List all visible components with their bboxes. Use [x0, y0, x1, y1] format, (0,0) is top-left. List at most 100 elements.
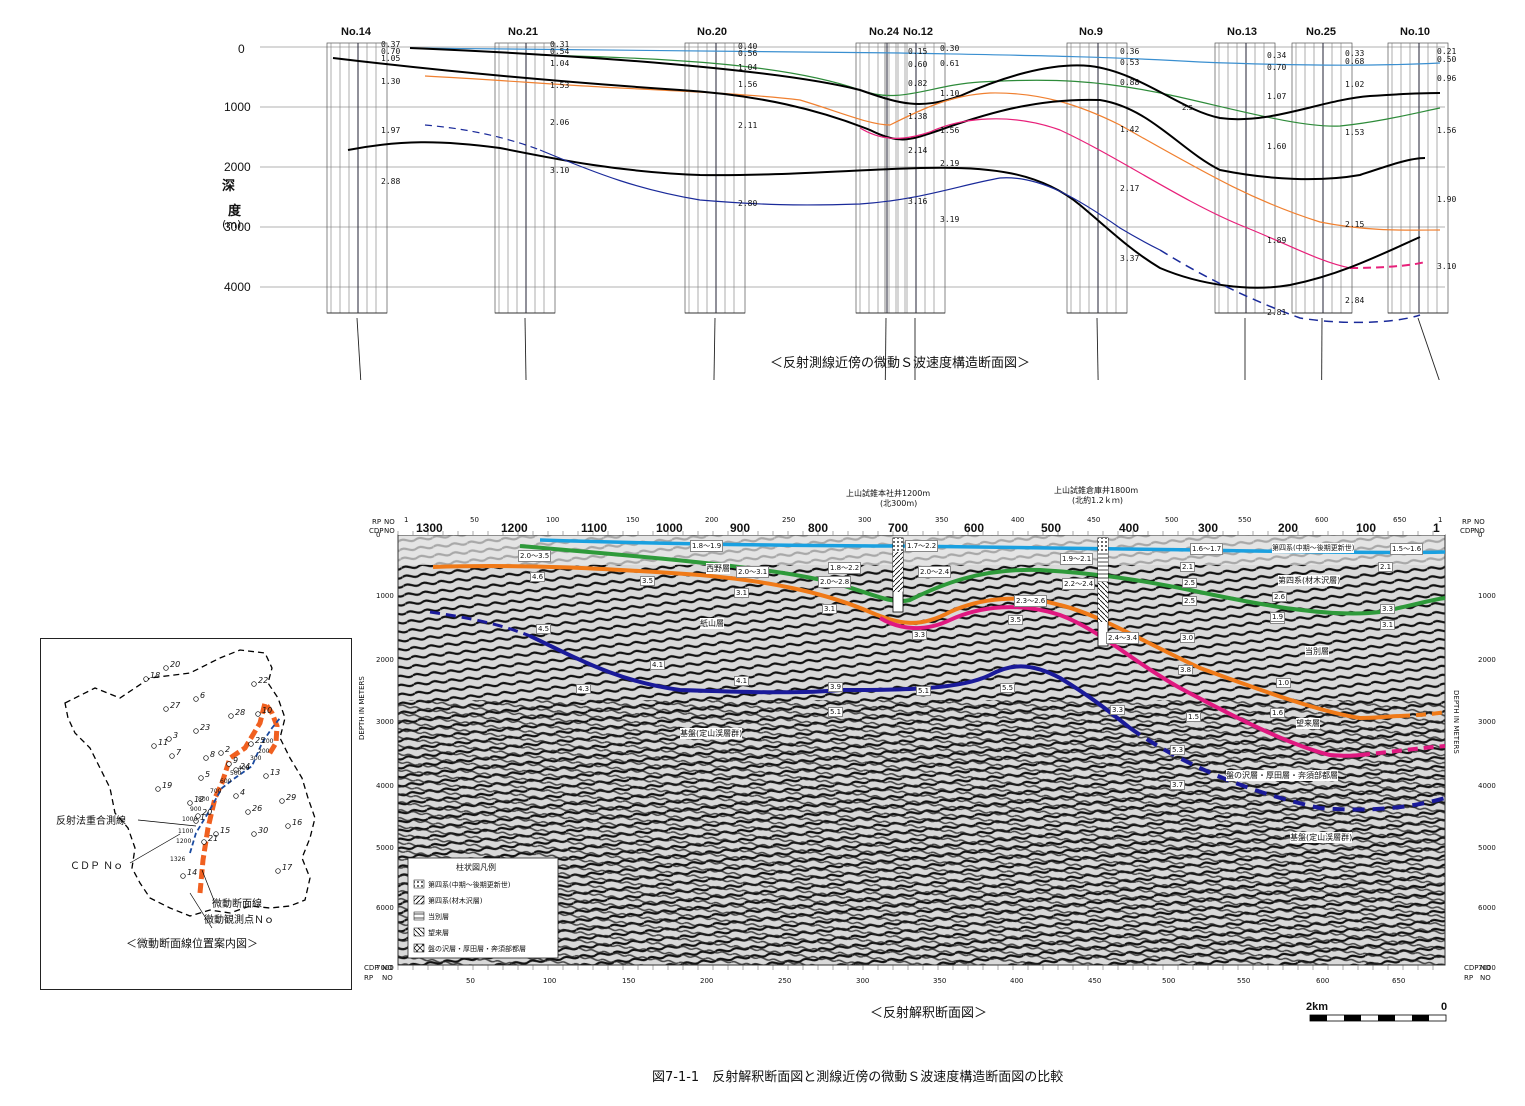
station-name: No.12: [903, 26, 933, 38]
depth-tick: 7000: [1478, 964, 1496, 972]
velocity-label: 2.1: [1378, 562, 1394, 572]
velocity-value: 1.04: [550, 59, 570, 68]
magenta-dash: [1349, 261, 1426, 269]
velocity-value: 0.30: [940, 44, 960, 53]
velocity-label: 1.5～1.6: [1390, 543, 1424, 555]
observation-point: [203, 755, 209, 761]
formation-label: 第四系(中期～後期更新世): [1272, 543, 1355, 553]
formation-label: 西野層: [706, 563, 730, 574]
observation-point: [187, 800, 193, 806]
velocity-label: 1.5: [1186, 712, 1202, 722]
cdp-label: NO: [1474, 527, 1485, 535]
observation-point: [198, 775, 204, 781]
depth-tick: 7000: [376, 964, 394, 972]
velocity-label: 5.1: [828, 707, 844, 717]
curve-label: 2.5: [1182, 104, 1194, 112]
cdp-label: CDP: [1460, 527, 1475, 535]
rp-number: 100: [546, 516, 560, 524]
velocity-label: 3.5: [1008, 615, 1024, 625]
legend-item-label: 第四系(材木沢層): [428, 897, 483, 905]
rp-label: NO: [1480, 974, 1491, 982]
rp-number: 200: [705, 516, 719, 524]
velocity-value: 3.37: [1120, 254, 1140, 263]
cdp-label: CDP: [1464, 964, 1479, 972]
rp-label: RP: [1462, 518, 1472, 526]
formation-label: 盤の沢層・厚田層・奔須部都層: [1226, 770, 1338, 781]
formation-label: 当別層: [1305, 646, 1329, 657]
point-number: 7: [176, 748, 182, 757]
blue-curve: [409, 47, 1441, 66]
velocity-value: 0.50: [1437, 55, 1457, 64]
rp-number: 500: [1165, 516, 1179, 524]
cdp-label: CDP: [364, 964, 379, 972]
velocity-value: 0.96: [1437, 74, 1457, 83]
legend-item-label: 当別層: [428, 913, 449, 921]
point-number: 27: [170, 701, 181, 710]
rp-label: NO: [384, 518, 395, 526]
cdp-number: 900: [730, 521, 751, 535]
point-number: 2: [225, 745, 231, 754]
velocity-label: 3.7: [1170, 780, 1186, 790]
well-note: (北約1.2ｋｍ): [1072, 496, 1123, 505]
cdp-mark: 700: [210, 788, 222, 795]
point-number: 17: [282, 863, 293, 872]
micro-section-line: [197, 697, 280, 894]
cdp-mark: 600: [220, 778, 232, 785]
velocity-label: 5.1: [916, 686, 932, 696]
velocity-value: 3.19: [940, 215, 960, 224]
point-number: 23: [200, 723, 211, 732]
rp-number: 450: [1087, 516, 1101, 524]
velocity-value: 2.19: [940, 159, 960, 168]
rp-number: 650: [1393, 516, 1407, 524]
cdp-mark: 200: [258, 748, 270, 755]
rp-number: 250: [778, 977, 792, 985]
rp-number: 500: [1162, 977, 1176, 985]
velocity-value: 1.56: [1437, 126, 1457, 135]
cdp-number: 700: [888, 521, 909, 535]
legend-item-label: 盤の沢層・厚田層・奔須部都層: [428, 945, 526, 953]
velocity-value: 0.36: [1120, 47, 1140, 56]
velocity-value: 2.80: [738, 199, 758, 208]
figure-caption: 図7-1-1 反射解釈断面図と測線近傍の微動Ｓ波速度構造断面図の比較: [652, 1070, 1064, 1085]
observation-point: [228, 713, 234, 719]
point-number: 6: [200, 691, 206, 700]
observation-point: [251, 681, 257, 687]
observation-point: [169, 753, 175, 759]
velocity-label: 2.0～3.5: [518, 550, 552, 562]
depth-unit: (m): [222, 218, 242, 231]
depth-tick: 0: [1478, 531, 1483, 539]
velocity-label: 1.6: [1270, 708, 1286, 718]
rp-number: 550: [1238, 516, 1252, 524]
cdp-mark: 1200: [176, 838, 192, 845]
velocity-value: 0.88: [1120, 78, 1140, 87]
velocity-label: 2.0～2.8: [818, 576, 852, 588]
rp-number: 600: [1315, 516, 1329, 524]
velocity-value: 0.61: [940, 59, 960, 68]
cdp-number: 200: [1278, 521, 1299, 535]
point-number: 16: [292, 818, 303, 827]
rp-number: 50: [470, 516, 479, 524]
velocity-label: 2.0～2.4: [918, 566, 952, 578]
depth-tick: 2000: [224, 160, 251, 174]
rp-label: RP: [1464, 974, 1474, 982]
velocity-value: 1.07: [1267, 92, 1287, 101]
velocity-value: 0.31: [550, 40, 570, 49]
rp-number: 600: [1316, 977, 1330, 985]
cdp-mark: 400: [238, 765, 250, 772]
navy-curve: [539, 149, 1161, 251]
legend-item-label: 望来層: [428, 929, 449, 937]
velocity-value: 3.10: [1437, 262, 1457, 271]
velocity-value: 0.15: [908, 47, 928, 56]
s-wave-section: [260, 42, 1449, 380]
velocity-label: 1.6～1.7: [1190, 543, 1224, 555]
cdp-number: 800: [808, 521, 829, 535]
point-number: 28: [235, 708, 246, 717]
black-curve-1: [409, 47, 1441, 121]
point-number: 30: [258, 826, 269, 835]
cdp-mark: 800: [198, 796, 210, 803]
map-label-reflection: 反射法重合測線: [56, 816, 126, 827]
observation-point: [233, 793, 239, 799]
velocity-label: 3.8: [1178, 665, 1194, 675]
depth-tick: 3000: [224, 220, 251, 234]
depth-tick: 5000: [1478, 844, 1496, 852]
